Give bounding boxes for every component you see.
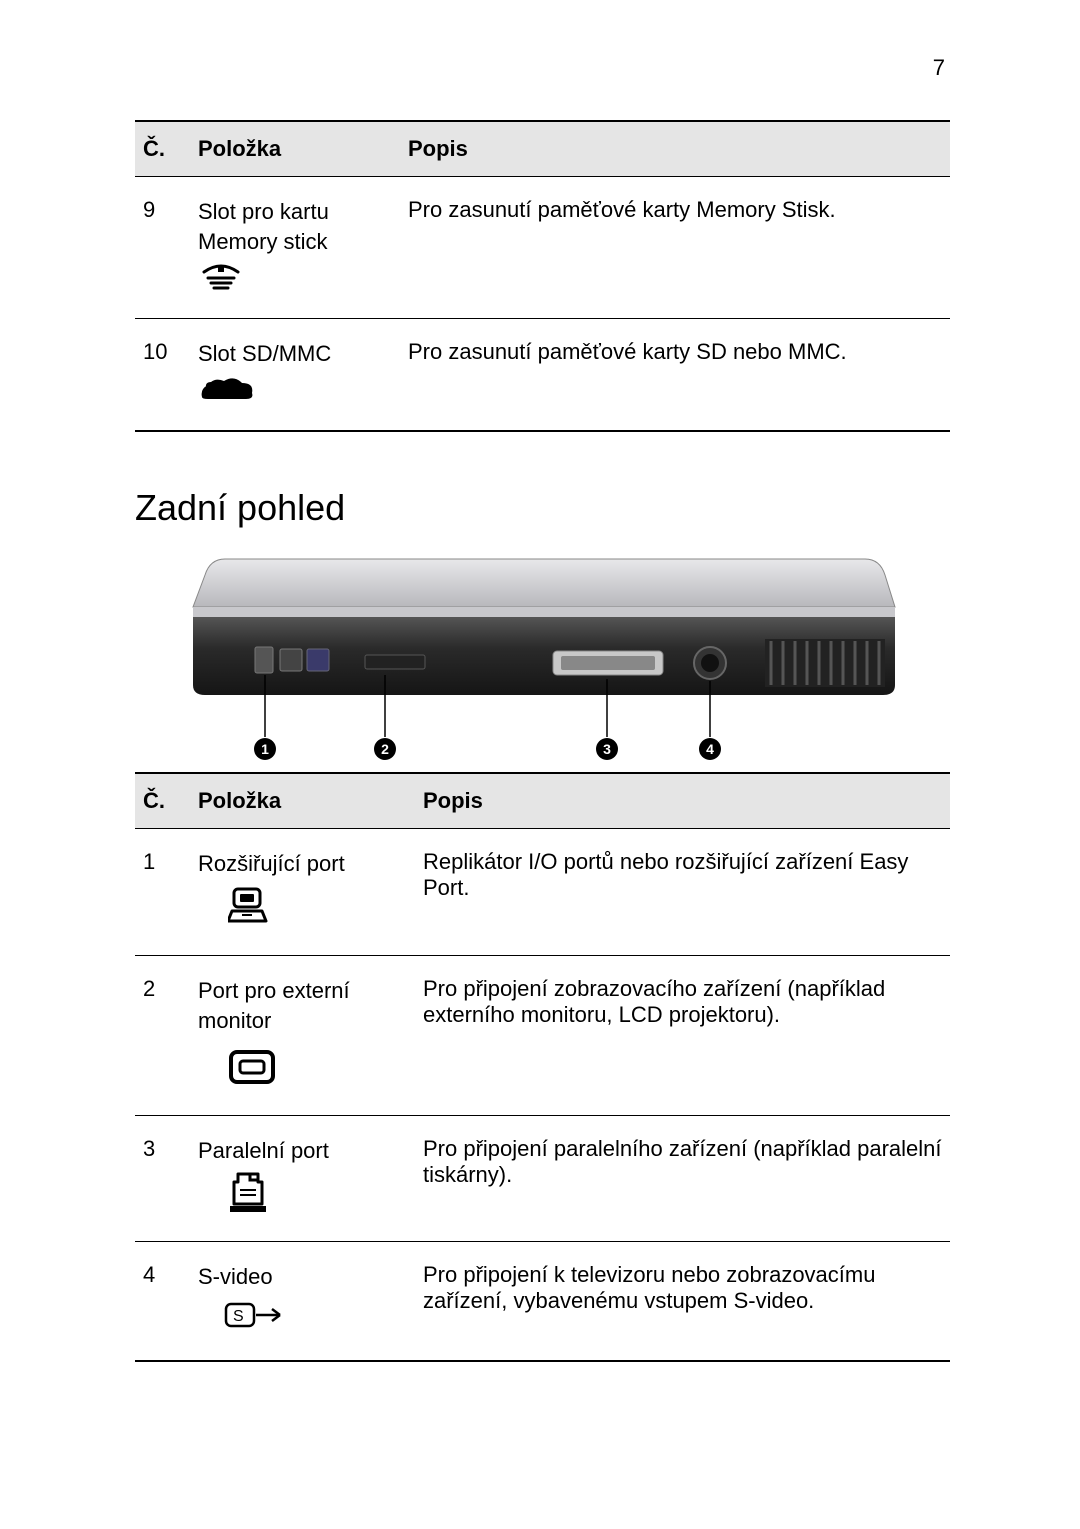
rear-view-image: 1 2 3 4 bbox=[135, 557, 950, 772]
svg-text:4: 4 bbox=[706, 741, 714, 757]
s-video-icon: S bbox=[198, 1298, 407, 1340]
expansion-port-icon bbox=[198, 885, 407, 935]
page-content: Č. Položka Popis 9 Slot pro kartu Memory… bbox=[135, 120, 950, 1362]
item-label: Rozšiřující port bbox=[198, 851, 345, 876]
table-row: 4 S-video S Pro připojení k televizoru n… bbox=[135, 1242, 950, 1361]
header-desc: Popis bbox=[415, 773, 950, 829]
table-slots: Č. Položka Popis 9 Slot pro kartu Memory… bbox=[135, 120, 950, 432]
cell-item: Slot SD/MMC S bbox=[190, 319, 400, 432]
item-label: Port pro externí bbox=[198, 978, 350, 1003]
cell-desc: Pro zasunutí paměťové karty Memory Stisk… bbox=[400, 177, 950, 319]
parallel-port-icon bbox=[198, 1172, 407, 1222]
cell-item: Slot pro kartu Memory stick bbox=[190, 177, 400, 319]
section-title: Zadní pohled bbox=[135, 487, 950, 529]
item-label: Slot pro kartu bbox=[198, 199, 329, 224]
external-monitor-icon bbox=[198, 1049, 407, 1095]
header-item: Položka bbox=[190, 773, 415, 829]
cell-desc: Replikátor I/O portů nebo rozšiřující za… bbox=[415, 829, 950, 955]
svg-text:1: 1 bbox=[261, 741, 269, 757]
cell-desc: Pro připojení paralelního zařízení (např… bbox=[415, 1115, 950, 1241]
cell-num: 2 bbox=[135, 955, 190, 1115]
header-desc: Popis bbox=[400, 121, 950, 177]
item-label: monitor bbox=[198, 1008, 271, 1033]
svg-text:3: 3 bbox=[603, 741, 611, 757]
table-row: 9 Slot pro kartu Memory stick bbox=[135, 177, 950, 319]
table-row: 3 Paralelní port Pro připojení paralelní… bbox=[135, 1115, 950, 1241]
cell-num: 9 bbox=[135, 177, 190, 319]
header-num: Č. bbox=[135, 121, 190, 177]
item-label: Slot SD/MMC bbox=[198, 341, 331, 366]
table-header-row: Č. Položka Popis bbox=[135, 121, 950, 177]
table-rear-ports: Č. Položka Popis 1 Rozšiřující port bbox=[135, 772, 950, 1361]
item-label: Paralelní port bbox=[198, 1138, 329, 1163]
table-row: 10 Slot SD/MMC S Pro zasunutí paměťové k… bbox=[135, 319, 950, 432]
header-num: Č. bbox=[135, 773, 190, 829]
cell-item: Paralelní port bbox=[190, 1115, 415, 1241]
cell-item: Rozšiřující port bbox=[190, 829, 415, 955]
memory-stick-icon bbox=[198, 262, 392, 298]
cell-desc: Pro připojení k televizoru nebo zobrazov… bbox=[415, 1242, 950, 1361]
svg-text:S: S bbox=[204, 379, 216, 399]
svg-text:S: S bbox=[233, 1308, 244, 1325]
item-label: Memory stick bbox=[198, 229, 328, 254]
cell-item: Port pro externí monitor bbox=[190, 955, 415, 1115]
svg-text:2: 2 bbox=[381, 741, 389, 757]
table-row: 2 Port pro externí monitor Pro připojení… bbox=[135, 955, 950, 1115]
header-item: Položka bbox=[190, 121, 400, 177]
item-label: S-video bbox=[198, 1264, 273, 1289]
cell-item: S-video S bbox=[190, 1242, 415, 1361]
cell-num: 1 bbox=[135, 829, 190, 955]
cell-desc: Pro zasunutí paměťové karty SD nebo MMC. bbox=[400, 319, 950, 432]
sd-card-icon: S bbox=[198, 375, 392, 411]
table-row: 1 Rozšiřující port Replikátor I/O portů … bbox=[135, 829, 950, 955]
cell-desc: Pro připojení zobrazovacího zařízení (na… bbox=[415, 955, 950, 1115]
cell-num: 3 bbox=[135, 1115, 190, 1241]
cell-num: 10 bbox=[135, 319, 190, 432]
page-number: 7 bbox=[933, 55, 945, 81]
table-header-row: Č. Položka Popis bbox=[135, 773, 950, 829]
cell-num: 4 bbox=[135, 1242, 190, 1361]
